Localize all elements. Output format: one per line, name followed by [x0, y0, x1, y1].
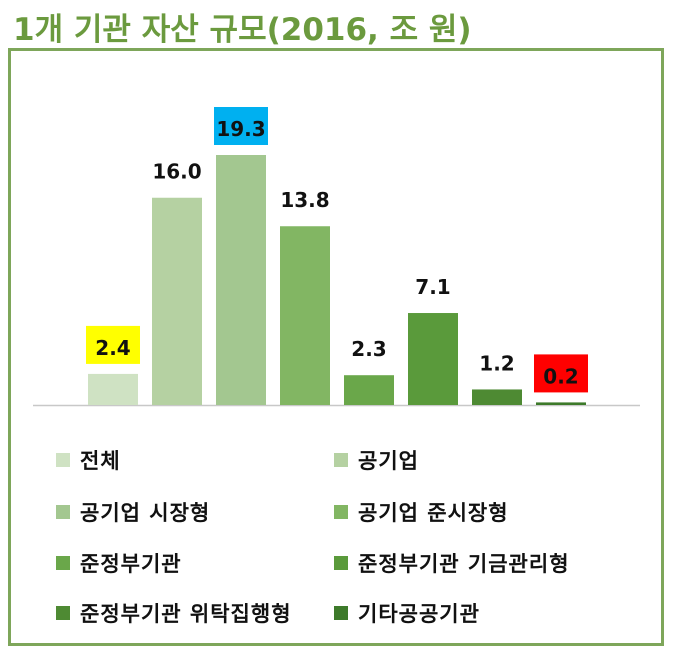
legend-item: 준정부기관 위탁집행형	[56, 598, 292, 628]
legend-swatch	[56, 453, 70, 467]
bar	[216, 155, 266, 405]
data-label: 7.1	[415, 275, 450, 299]
legend-swatch	[334, 505, 348, 519]
legend-swatch	[56, 505, 70, 519]
chart-title: 1개 기관 자산 규모(2016, 조 원)	[13, 12, 472, 48]
legend-label: 전체	[80, 449, 121, 473]
bar	[344, 375, 394, 405]
legend-item: 공기업 시장형	[56, 497, 210, 527]
legend-label: 준정부기관 기금관리형	[358, 552, 570, 576]
legend-label: 기타공공기관	[358, 602, 480, 626]
legend-label: 준정부기관 위탁집행형	[80, 602, 292, 626]
legend-swatch	[56, 606, 70, 620]
bar	[280, 226, 330, 405]
legend-label: 공기업 준시장형	[358, 501, 509, 525]
data-label: 16.0	[152, 160, 201, 184]
bar	[472, 389, 522, 405]
legend-swatch	[334, 606, 348, 620]
legend-item: 공기업 준시장형	[334, 497, 509, 527]
legend-item: 전체	[56, 445, 121, 475]
data-label-highlight	[86, 325, 140, 364]
legend-item: 준정부기관	[56, 548, 182, 578]
data-label: 2.3	[351, 337, 386, 361]
data-label: 2.4	[95, 336, 130, 360]
data-label: 19.3	[216, 117, 265, 141]
bar	[152, 197, 202, 405]
data-label: 0.2	[543, 364, 578, 388]
legend-label: 준정부기관	[80, 552, 182, 576]
data-label-highlight	[214, 107, 268, 145]
legend-item: 준정부기관 기금관리형	[334, 548, 570, 578]
bar	[408, 313, 458, 405]
legend-swatch	[334, 556, 348, 570]
legend-swatch	[334, 453, 348, 467]
legend-label: 공기업	[358, 449, 419, 473]
legend-item: 기타공공기관	[334, 598, 480, 628]
legend-item: 공기업	[334, 445, 419, 475]
legend-swatch	[56, 556, 70, 570]
data-label: 13.8	[280, 188, 329, 212]
legend-label: 공기업 시장형	[80, 501, 211, 525]
data-label-highlight	[534, 354, 588, 393]
bar	[536, 402, 586, 405]
bar	[88, 373, 138, 405]
data-label: 1.2	[479, 351, 514, 375]
